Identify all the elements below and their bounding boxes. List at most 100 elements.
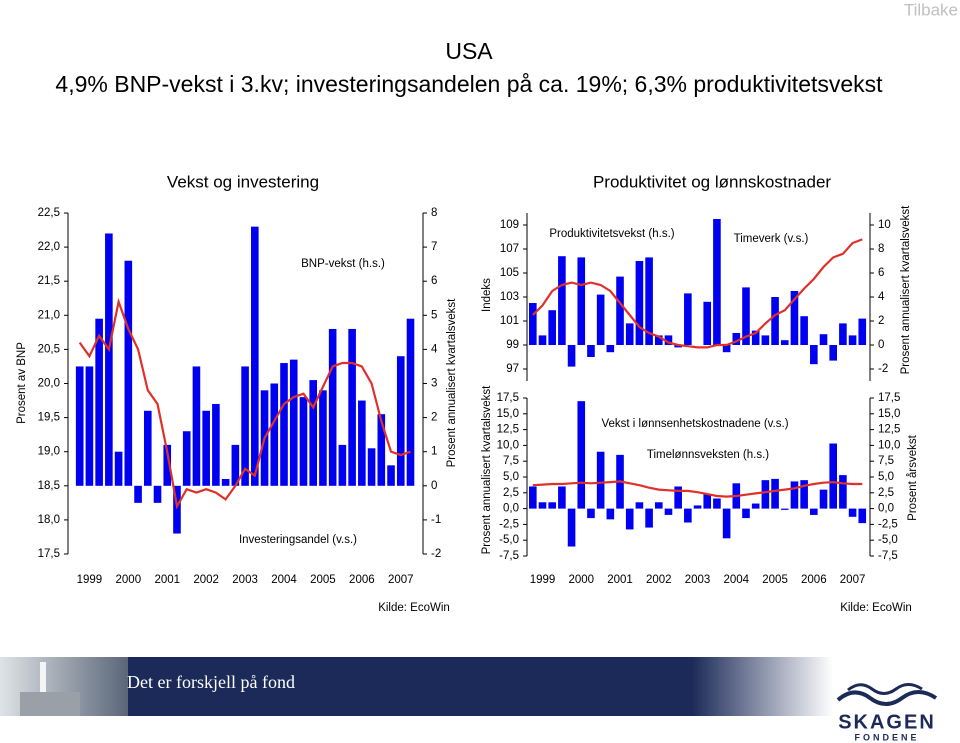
bar [153,485,162,503]
x-tick-label: 2006 [801,574,827,586]
bar [270,383,279,486]
bar [654,335,663,345]
y2-tick-label: 10,0 [878,439,900,451]
x-tick-label: 2005 [310,574,336,586]
y-tick-label: 19,5 [38,412,60,424]
y-tick-label: 0,0 [503,503,519,515]
bar [548,502,556,509]
x-tick-label: 2001 [154,574,180,586]
bar [674,486,682,509]
bar [558,256,566,345]
bar [790,291,799,345]
x-tick-label: 2000 [116,574,142,586]
x-tick-label: 2004 [271,574,297,586]
bar [319,390,327,486]
bar [713,498,721,509]
x-tick-label: 2003 [685,574,711,586]
y-tick-label: 19,0 [38,446,60,458]
y-tick-label: 5,0 [503,471,519,483]
x-tick-label: 2005 [762,574,788,586]
bar [114,451,123,486]
slide-title: USA [445,38,493,64]
y-tick-label: 22,5 [38,207,60,219]
y2-tick-label: -7,5 [878,550,898,562]
bar [625,508,634,530]
bar [829,443,838,509]
x-tick-label: 1999 [530,574,556,586]
y-tick-label: 109 [500,219,519,231]
bar [231,444,240,486]
bar [202,410,210,486]
bar [664,508,673,515]
bar [693,505,702,509]
bar [780,340,789,345]
line [532,480,863,498]
bar [367,448,376,486]
bar [299,397,308,486]
bar [134,485,142,503]
footer-banner: Det er forskjell på fond [0,657,833,716]
y2-tick-label: 1 [431,446,437,458]
y2-tick-label: 0 [878,339,884,351]
y2-tick-label: 7,5 [878,455,894,467]
bar [596,294,605,345]
y2-tick-label: 2,5 [878,487,894,499]
bar [75,366,84,486]
y-tick-label: 20,5 [38,343,60,355]
bar [105,233,113,486]
y2-tick-label: 5,0 [878,471,894,483]
y2-tick-label: 7 [431,241,437,253]
bar [606,345,615,353]
bar [173,485,181,534]
x-tick-label: 2003 [232,574,258,586]
y-tick-label: 21,5 [38,275,60,287]
bar [625,323,634,345]
y2-tick-label: 0,0 [878,503,894,515]
bar [780,508,789,510]
back-link[interactable]: Tilbake [904,0,958,19]
bar [396,356,405,486]
y2-tick-label: -2,5 [878,518,898,530]
bar [751,330,760,345]
chart-title: Vekst og investering [167,172,319,191]
bar [761,480,770,509]
y2-tick-label: 8 [431,207,437,219]
line [532,238,863,349]
brand-sub: FONDENE [854,732,919,742]
y2-tick-label: 10 [878,219,891,231]
bar [124,260,133,486]
y-axis-title: Prosent av BNP [16,342,28,424]
bar [587,508,595,519]
bar [790,481,799,509]
bar [703,301,712,345]
series-label: Produktivitetsvekst (h.s.) [549,228,674,240]
bar [645,257,653,345]
y2-tick-label: -1 [431,514,441,526]
y2-tick-label: 2 [431,412,437,424]
bar [596,451,605,509]
x-tick-label: 1999 [77,574,103,586]
brand: SKAGEN [838,711,936,733]
chart-title: Produktivitet og lønnskostnader [593,172,831,191]
y-tick-label: -7,5 [499,550,519,562]
bar [732,333,741,345]
bar [548,310,556,345]
bar [95,318,103,486]
bar [635,502,644,509]
bar [289,359,298,486]
bar [529,303,537,345]
y2-tick-label: 17,5 [878,392,900,404]
bar [182,431,191,486]
bar [358,400,366,486]
y-tick-label: 97 [506,363,519,375]
y-tick-label: 17,5 [38,548,60,560]
series-label: Timelønnsveksten (h.s.) [647,449,769,461]
y-axis-title: Indeks [481,278,493,312]
x-tick-label: 2006 [349,574,375,586]
y-tick-label: 99 [506,339,519,351]
y-tick-label: 17,5 [497,392,519,404]
bar [771,297,779,345]
y-tick-label: 18,5 [38,480,60,492]
y2-axis-title: Prosent årsvekst [907,434,919,520]
